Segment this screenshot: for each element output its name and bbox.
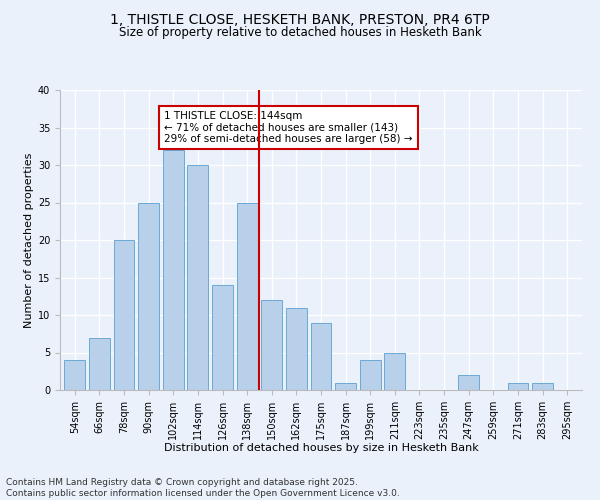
- Bar: [311, 322, 331, 390]
- Bar: [360, 360, 381, 390]
- Bar: [113, 240, 134, 390]
- Bar: [163, 150, 184, 390]
- Bar: [458, 375, 479, 390]
- Text: Contains HM Land Registry data © Crown copyright and database right 2025.
Contai: Contains HM Land Registry data © Crown c…: [6, 478, 400, 498]
- Bar: [64, 360, 85, 390]
- Bar: [236, 202, 257, 390]
- Text: 1 THISTLE CLOSE: 144sqm
← 71% of detached houses are smaller (143)
29% of semi-d: 1 THISTLE CLOSE: 144sqm ← 71% of detache…: [164, 111, 413, 144]
- Bar: [335, 382, 356, 390]
- X-axis label: Distribution of detached houses by size in Hesketh Bank: Distribution of detached houses by size …: [164, 444, 478, 454]
- Bar: [286, 308, 307, 390]
- Bar: [261, 300, 282, 390]
- Bar: [187, 165, 208, 390]
- Bar: [385, 352, 406, 390]
- Y-axis label: Number of detached properties: Number of detached properties: [23, 152, 34, 328]
- Text: 1, THISTLE CLOSE, HESKETH BANK, PRESTON, PR4 6TP: 1, THISTLE CLOSE, HESKETH BANK, PRESTON,…: [110, 12, 490, 26]
- Bar: [508, 382, 529, 390]
- Bar: [89, 338, 110, 390]
- Text: Size of property relative to detached houses in Hesketh Bank: Size of property relative to detached ho…: [119, 26, 481, 39]
- Bar: [138, 202, 159, 390]
- Bar: [212, 285, 233, 390]
- Bar: [532, 382, 553, 390]
